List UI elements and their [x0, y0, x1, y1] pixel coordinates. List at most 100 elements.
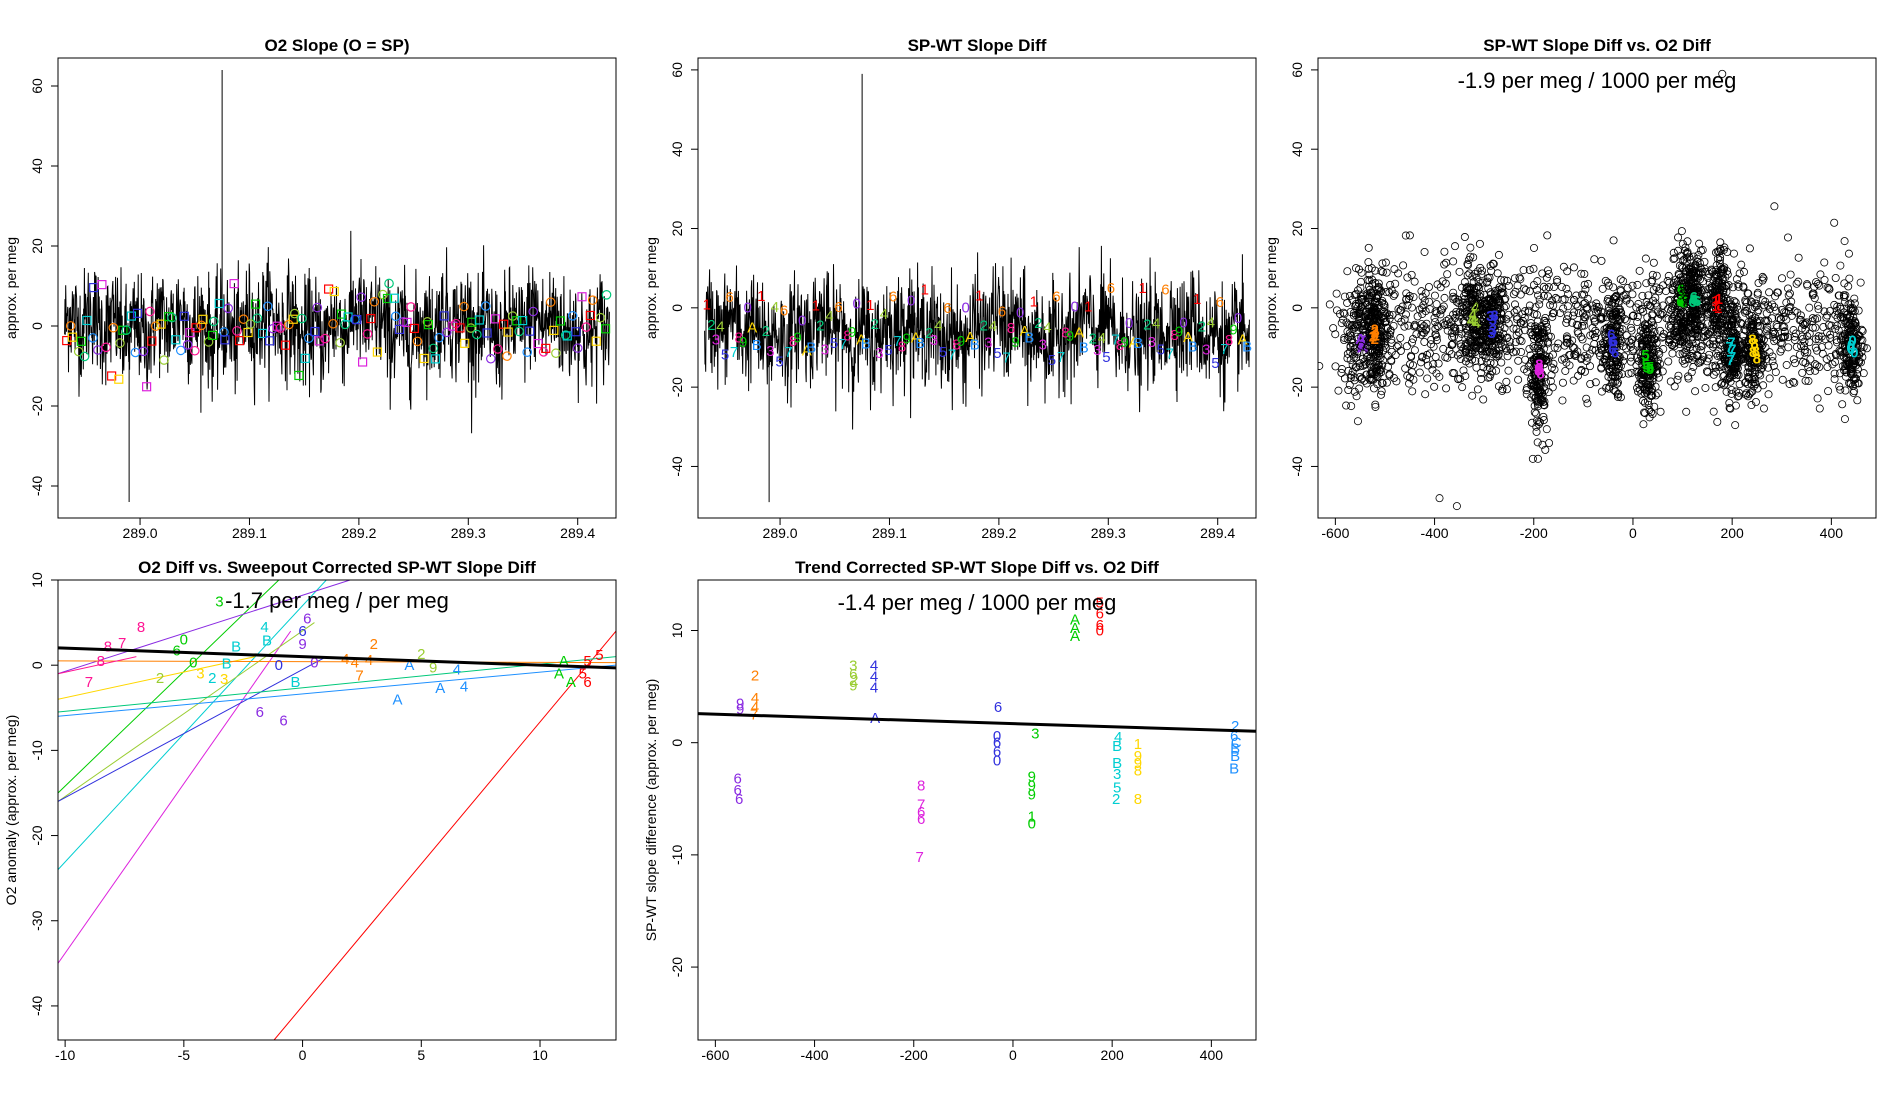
circle-marker	[182, 340, 193, 350]
digit-label: A	[1074, 324, 1084, 341]
point-label: 6	[849, 666, 857, 683]
scatter-point	[1808, 314, 1817, 323]
scatter-point	[1377, 298, 1386, 307]
group-fit-line	[58, 580, 280, 794]
scatter-point	[1483, 328, 1492, 337]
scatter-point	[1748, 375, 1757, 384]
digit-label: 1	[757, 288, 765, 305]
scatter-point	[1764, 301, 1773, 310]
scatter-point	[1441, 353, 1450, 362]
scatter-point	[1532, 286, 1541, 295]
circle-marker	[587, 295, 598, 305]
scatter-point	[1532, 333, 1541, 342]
scatter-point	[1806, 355, 1815, 364]
scatter-point	[1709, 407, 1718, 416]
scatter-point	[1570, 308, 1579, 317]
scatter-point	[1361, 298, 1370, 307]
square-marker	[382, 293, 393, 304]
scatter-point	[1808, 323, 1817, 332]
scatter-point	[1712, 270, 1721, 279]
x-tick-label: -600	[1321, 525, 1349, 541]
scatter-point	[1611, 367, 1620, 376]
square-marker	[455, 323, 465, 333]
scatter-point	[1482, 338, 1491, 347]
scatter-point	[1832, 335, 1841, 344]
scatter-point	[1802, 318, 1811, 327]
scatter-point	[1472, 363, 1481, 372]
scatter-point	[1722, 281, 1731, 290]
scatter-point	[1553, 275, 1562, 284]
digit-label: 2	[925, 325, 933, 342]
scatter-point	[1520, 365, 1529, 374]
group-fit-line	[58, 656, 327, 802]
scatter-point	[1531, 393, 1540, 402]
scatter-point	[1342, 401, 1351, 410]
scatter-point	[1790, 378, 1799, 387]
scatter-point	[1745, 368, 1754, 377]
scatter-point	[1381, 258, 1390, 267]
scatter-point	[1511, 287, 1520, 296]
scatter-point	[1519, 266, 1528, 275]
scatter-point	[1442, 258, 1451, 267]
digit-label: 3	[1093, 342, 1101, 359]
scatter-point	[1688, 339, 1697, 348]
circle-marker	[145, 306, 155, 317]
digit-label: 7	[839, 336, 847, 353]
point-label: 4	[351, 655, 359, 672]
scatter-point	[1648, 276, 1657, 285]
square-marker	[336, 309, 347, 319]
scatter-point	[1521, 307, 1530, 316]
scatter-point	[1804, 363, 1813, 372]
y-tick-label: 60	[29, 78, 45, 94]
scatter-point	[1753, 321, 1762, 330]
square-marker	[185, 328, 195, 338]
digit-label: 9	[1066, 328, 1074, 345]
scatter-point	[1409, 334, 1418, 343]
scatter-point	[1811, 366, 1820, 375]
circle-marker	[362, 329, 373, 339]
scatter-point	[1638, 304, 1647, 313]
cluster-label: 6	[1691, 292, 1699, 309]
scatter-point	[1343, 354, 1352, 363]
point-label: B	[1112, 738, 1122, 755]
scatter-point	[1458, 383, 1467, 392]
scatter-point	[1638, 291, 1647, 300]
scatter-point	[1693, 351, 1702, 360]
scatter-point	[1803, 348, 1812, 357]
scatter-point	[1489, 347, 1498, 356]
y-tick-label: -40	[29, 996, 45, 1016]
scatter-point	[1785, 379, 1794, 388]
circle-marker	[190, 345, 200, 356]
scatter-point	[1731, 364, 1740, 373]
digit-label: 5	[939, 344, 947, 361]
circle-marker	[384, 278, 394, 289]
square-marker	[280, 340, 291, 350]
scatter-point	[1343, 335, 1352, 344]
cluster-label: 1	[1714, 300, 1722, 317]
scatter-point	[1644, 401, 1653, 410]
scatter-point	[1599, 308, 1608, 317]
scatter-point	[1692, 312, 1701, 321]
y-tick-label: 60	[1289, 62, 1305, 78]
cluster-label: 7	[1726, 352, 1734, 369]
circle-marker	[320, 333, 330, 344]
digit-label: 5	[1048, 352, 1056, 369]
x-tick-label: 5	[417, 1047, 425, 1063]
cluster-label: 6	[1690, 289, 1698, 306]
scatter-point	[1836, 369, 1845, 378]
scatter-point	[1377, 267, 1386, 276]
scatter-point	[1417, 330, 1426, 339]
scatter-point	[1664, 271, 1673, 280]
scatter-point	[1514, 375, 1523, 384]
scatter-point	[1732, 374, 1741, 383]
scatter-point	[1425, 349, 1434, 358]
scatter-point	[1560, 354, 1569, 363]
scatter-point	[1351, 323, 1360, 332]
point-label: A	[559, 653, 569, 670]
square-marker	[490, 314, 500, 324]
scatter-point	[1572, 320, 1581, 329]
scatter-point	[1563, 302, 1572, 311]
scatter-point	[1641, 363, 1650, 372]
circle-marker	[472, 329, 482, 340]
scatter-point	[1387, 356, 1396, 365]
